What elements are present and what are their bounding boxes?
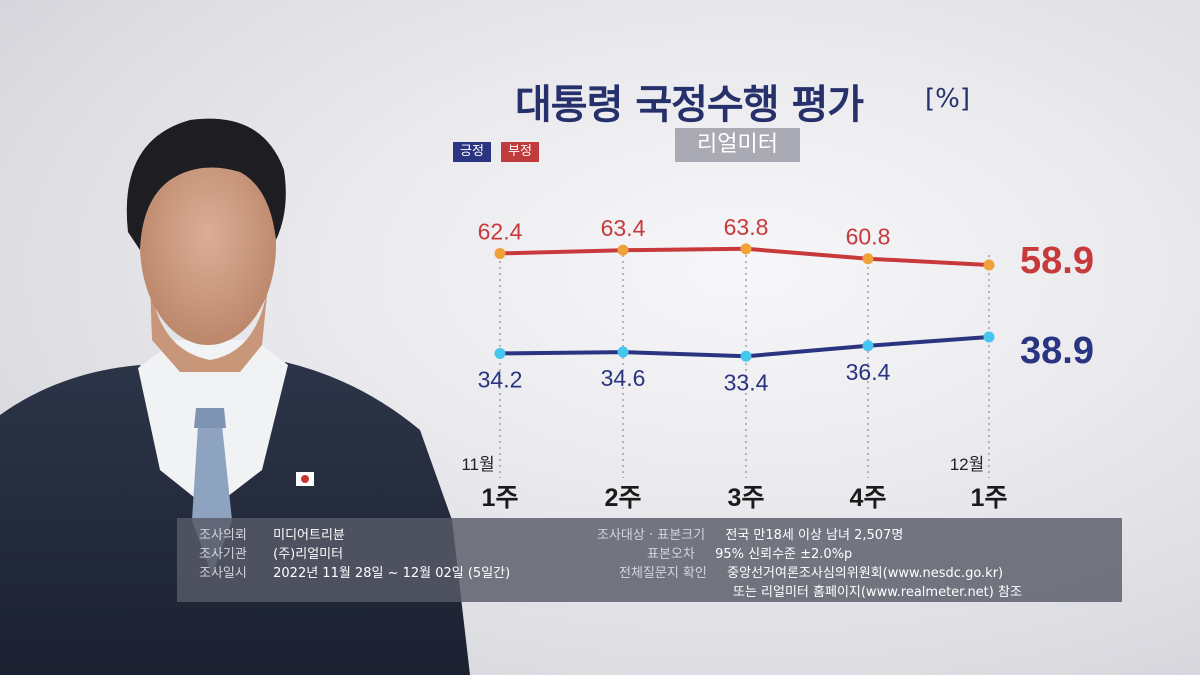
data-label-negative: 60.8	[846, 224, 891, 250]
info-label: 조사대상 · 표본크기	[597, 528, 706, 543]
data-label-positive: 34.6	[601, 365, 646, 391]
legend-positive: 긍정	[453, 142, 491, 162]
info-row-target: 조사대상 · 표본크기 전국 만18세 이상 남녀 2,507명	[597, 524, 903, 543]
info-value: (주)리얼미터	[273, 547, 344, 562]
info-value: 중앙선거여론조사심의위원회(www.nesdc.go.kr)	[727, 566, 1004, 581]
survey-info-panel: 조사의뢰 미디어트리뷴 조사기관 (주)리얼미터 조사일시 2022년 11월 …	[177, 518, 1122, 602]
month-label: 11월	[461, 455, 494, 474]
x-tick-label: 3주	[728, 484, 765, 512]
x-tick-label: 2주	[605, 484, 642, 512]
info-row-error: 표본오차 95% 신뢰수준 ±2.0%p	[647, 543, 852, 562]
info-value: 전국 만18세 이상 남녀 2,507명	[725, 528, 904, 543]
info-row-questionnaire: 전체질문지 확인 중앙선거여론조사심의위원회(www.nesdc.go.kr)	[619, 562, 1003, 581]
data-label-negative: 63.4	[601, 215, 646, 241]
info-value: 미디어트리뷴	[273, 528, 345, 543]
data-point-positive	[617, 346, 629, 358]
info-label: 조사의뢰	[199, 528, 247, 543]
data-label-negative: 63.8	[724, 214, 769, 240]
data-point-positive	[983, 331, 995, 343]
info-label: 표본오차	[647, 547, 695, 562]
info-row-client: 조사의뢰 미디어트리뷴	[199, 524, 345, 543]
data-label-negative: 62.4	[478, 218, 523, 244]
x-tick-label: 1주	[971, 484, 1008, 512]
x-tick-label: 1주	[482, 484, 519, 512]
info-value: 2022년 11월 28일 ~ 12월 02일 (5일간)	[273, 566, 511, 581]
info-value: 95% 신뢰수준 ±2.0%p	[715, 547, 853, 562]
source-badge: 리얼미터	[675, 128, 800, 162]
data-point-positive	[740, 350, 752, 362]
data-point-negative	[983, 259, 995, 271]
data-label-negative-latest: 58.9	[1020, 240, 1094, 282]
info-row-agency: 조사기관 (주)리얼미터	[199, 543, 343, 562]
info-row-website: 또는 리얼미터 홈페이지(www.realmeter.net) 참조	[733, 581, 1022, 600]
data-label-positive: 36.4	[846, 359, 891, 385]
data-point-negative	[740, 243, 752, 255]
chart-unit: [%]	[925, 84, 970, 114]
data-point-negative	[617, 244, 629, 256]
data-point-positive	[494, 347, 506, 359]
data-point-positive	[862, 340, 874, 352]
legend-negative: 부정	[501, 142, 539, 162]
x-tick-label: 4주	[850, 484, 887, 512]
chart-title: 대통령 국정수행 평가	[515, 82, 864, 128]
info-value: 또는 리얼미터 홈페이지(www.realmeter.net) 참조	[733, 585, 1022, 600]
info-label: 조사기관	[199, 547, 247, 562]
data-point-negative	[862, 253, 874, 265]
info-label: 전체질문지 확인	[619, 566, 707, 581]
data-point-negative	[494, 247, 506, 259]
data-label-positive: 34.2	[478, 366, 523, 392]
data-label-positive: 33.4	[724, 369, 769, 395]
data-label-positive-latest: 38.9	[1020, 330, 1094, 372]
info-label: 조사일시	[199, 566, 247, 581]
info-row-date: 조사일시 2022년 11월 28일 ~ 12월 02일 (5일간)	[199, 562, 510, 581]
month-label: 12월	[950, 455, 985, 474]
